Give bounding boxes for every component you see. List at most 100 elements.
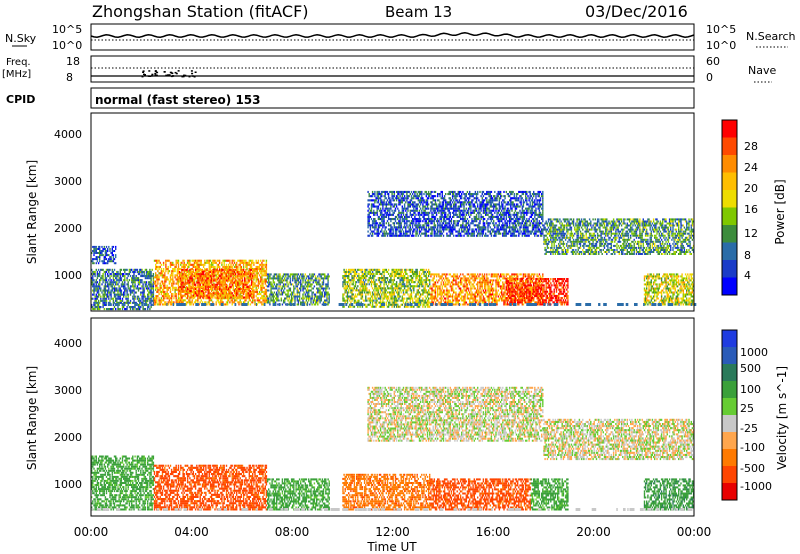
heatmap-cell <box>344 283 346 286</box>
heatmap-cell <box>292 273 294 276</box>
heatmap-cell <box>317 275 319 278</box>
heatmap-cell <box>152 277 155 280</box>
heatmap-cell <box>317 287 319 290</box>
heatmap-cell <box>152 299 155 302</box>
heatmap-cell <box>393 301 395 304</box>
heatmap-cell <box>158 297 160 300</box>
heatmap-cell <box>180 285 182 288</box>
heatmap-cell <box>362 289 365 292</box>
heatmap-cell <box>273 295 276 298</box>
heatmap-cell <box>105 258 108 261</box>
heatmap-cell <box>192 275 194 278</box>
heatmap-cell <box>285 283 287 286</box>
heatmap-cell <box>247 279 249 282</box>
heatmap-cell <box>236 299 238 302</box>
heatmap-cell <box>141 279 143 282</box>
heatmap-cell <box>147 277 149 280</box>
heatmap-cell <box>481 273 483 276</box>
heatmap-cell <box>483 277 486 280</box>
heatmap-cell <box>367 297 369 300</box>
heatmap-cell <box>305 275 308 278</box>
heatmap-cell <box>479 281 481 284</box>
heatmap-cell <box>497 285 499 288</box>
heatmap-cell <box>418 303 421 306</box>
heatmap-cell <box>303 291 305 294</box>
heatmap-cell <box>223 277 225 280</box>
heatmap-cell <box>284 299 286 302</box>
heatmap-cell <box>150 301 152 304</box>
heatmap-cell <box>245 263 247 266</box>
heatmap-cell <box>193 286 196 289</box>
heatmap-cell <box>423 270 425 273</box>
heatmap-cell <box>297 301 300 304</box>
heatmap-cell <box>499 275 502 278</box>
heatmap-cell <box>297 303 300 306</box>
heatmap-cell <box>214 261 216 264</box>
heatmap-cell <box>435 297 438 300</box>
heatmap-cell <box>206 303 208 306</box>
heatmap-cell <box>166 259 168 262</box>
heatmap-cell <box>159 284 161 287</box>
heatmap-cell <box>289 301 292 304</box>
heatmap-cell <box>153 297 156 300</box>
heatmap-cell <box>280 299 282 302</box>
heatmap-cell <box>120 268 123 271</box>
heatmap-cell <box>160 268 163 271</box>
heatmap-cell <box>103 270 105 273</box>
heatmap-cell <box>202 286 205 289</box>
heatmap-cell <box>485 281 487 284</box>
heatmap-cell <box>123 301 125 304</box>
heatmap-cell <box>480 285 482 288</box>
heatmap-cell <box>293 275 295 278</box>
heatmap-cell <box>344 289 346 292</box>
heatmap-cell <box>218 261 221 264</box>
heatmap-cell <box>414 295 416 298</box>
heatmap-cell <box>198 270 200 273</box>
heatmap-cell <box>198 283 200 286</box>
heatmap-cell <box>434 285 437 288</box>
heatmap-cell <box>229 285 231 288</box>
heatmap-cell <box>123 283 125 286</box>
heatmap-cell <box>246 263 248 266</box>
heatmap-cell <box>506 301 509 304</box>
heatmap-cell <box>105 254 108 257</box>
heatmap-cell <box>469 293 471 296</box>
heatmap-cell <box>401 289 403 292</box>
heatmap-cell <box>248 263 250 266</box>
heatmap-cell <box>427 270 430 273</box>
heatmap-cell <box>226 272 229 275</box>
heatmap-cell <box>208 263 210 266</box>
heatmap-cell <box>386 291 389 294</box>
heatmap-cell <box>185 281 188 284</box>
heatmap-cell <box>231 277 233 280</box>
heatmap-cell <box>376 268 378 271</box>
heatmap-cell <box>397 295 399 298</box>
heatmap-cell <box>131 277 133 280</box>
heatmap-cell <box>225 285 228 288</box>
heatmap-cell <box>202 292 205 295</box>
heatmap-cell <box>133 268 135 271</box>
heatmap-cell <box>236 263 238 266</box>
heatmap-cell <box>232 297 234 300</box>
heatmap-cell <box>285 273 287 276</box>
heatmap-cell <box>479 285 481 288</box>
heatmap-cell <box>191 275 193 278</box>
heatmap-cell <box>407 277 409 280</box>
heatmap-cell <box>160 270 163 273</box>
heatmap-cell <box>389 303 391 306</box>
heatmap-cell <box>490 279 493 282</box>
heatmap-cell <box>214 259 216 262</box>
heatmap-cell <box>133 277 135 280</box>
heatmap-cell <box>111 281 113 284</box>
heatmap-cell <box>185 293 188 296</box>
heatmap-cell <box>427 272 430 275</box>
heatmap-cell <box>164 293 166 296</box>
heatmap-cell <box>473 287 475 290</box>
heatmap-cell <box>129 293 132 296</box>
heatmap-cell <box>316 291 318 294</box>
heatmap-cell <box>213 268 215 271</box>
heatmap-cell <box>147 308 149 311</box>
heatmap-cell <box>126 291 128 294</box>
heatmap-cell <box>440 293 442 296</box>
heatmap-cell <box>384 289 386 292</box>
